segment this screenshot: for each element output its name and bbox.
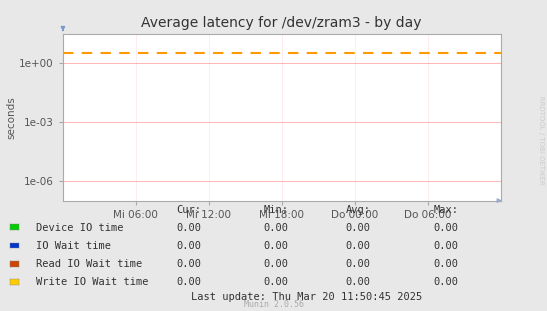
Text: IO Wait time: IO Wait time (36, 241, 110, 251)
Text: 0.00: 0.00 (176, 241, 201, 251)
Title: Average latency for /dev/zram3 - by day: Average latency for /dev/zram3 - by day (142, 16, 422, 30)
Text: Munin 2.0.56: Munin 2.0.56 (243, 300, 304, 309)
Text: 0.00: 0.00 (264, 277, 289, 287)
Text: 0.00: 0.00 (346, 223, 371, 233)
Text: 0.00: 0.00 (433, 241, 458, 251)
Text: Max:: Max: (433, 205, 458, 215)
Text: 0.00: 0.00 (176, 223, 201, 233)
Text: 0.00: 0.00 (176, 277, 201, 287)
Text: Cur:: Cur: (176, 205, 201, 215)
Text: 0.00: 0.00 (433, 259, 458, 269)
Text: RRDTOOL / TOBI OETIKER: RRDTOOL / TOBI OETIKER (538, 95, 544, 184)
Text: Write IO Wait time: Write IO Wait time (36, 277, 148, 287)
Text: 0.00: 0.00 (433, 223, 458, 233)
Text: Last update: Thu Mar 20 11:50:45 2025: Last update: Thu Mar 20 11:50:45 2025 (191, 292, 422, 302)
Text: 0.00: 0.00 (176, 259, 201, 269)
Text: 0.00: 0.00 (264, 259, 289, 269)
Text: 0.00: 0.00 (264, 223, 289, 233)
Text: 0.00: 0.00 (264, 241, 289, 251)
Text: 0.00: 0.00 (346, 259, 371, 269)
Text: Min:: Min: (264, 205, 289, 215)
Text: Device IO time: Device IO time (36, 223, 123, 233)
Text: Avg:: Avg: (346, 205, 371, 215)
Text: 0.00: 0.00 (346, 277, 371, 287)
Text: Read IO Wait time: Read IO Wait time (36, 259, 142, 269)
Text: 0.00: 0.00 (433, 277, 458, 287)
Y-axis label: seconds: seconds (7, 96, 16, 139)
Text: 0.00: 0.00 (346, 241, 371, 251)
